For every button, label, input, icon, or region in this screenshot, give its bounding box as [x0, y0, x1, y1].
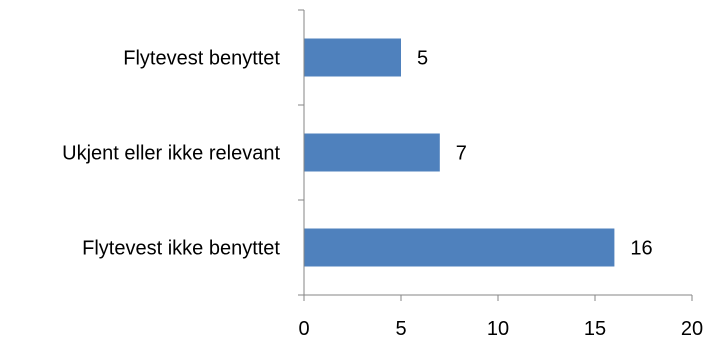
- bars-layer: [304, 38, 615, 267]
- data-label: 7: [456, 143, 467, 165]
- x-tick-label: 10: [487, 318, 509, 340]
- category-label: Flytevest ikke benyttet: [82, 238, 280, 260]
- category-label: Ukjent eller ikke relevant: [62, 143, 280, 165]
- data-label: 5: [417, 48, 428, 70]
- x-tick-label: 5: [395, 318, 406, 340]
- bar: [304, 38, 401, 77]
- bar: [304, 133, 440, 172]
- category-label: Flytevest benyttet: [123, 48, 280, 70]
- labels-layer: 0 5 10 15 20 Flytevest ikke benyttet 16 Ukjent …: [62, 9, 703, 340]
- data-label: 16: [630, 238, 652, 260]
- x-tick-label: 15: [584, 318, 606, 340]
- bar: [304, 228, 615, 267]
- x-tick-label: 0: [298, 318, 309, 340]
- x-tick-label: 20: [681, 318, 703, 340]
